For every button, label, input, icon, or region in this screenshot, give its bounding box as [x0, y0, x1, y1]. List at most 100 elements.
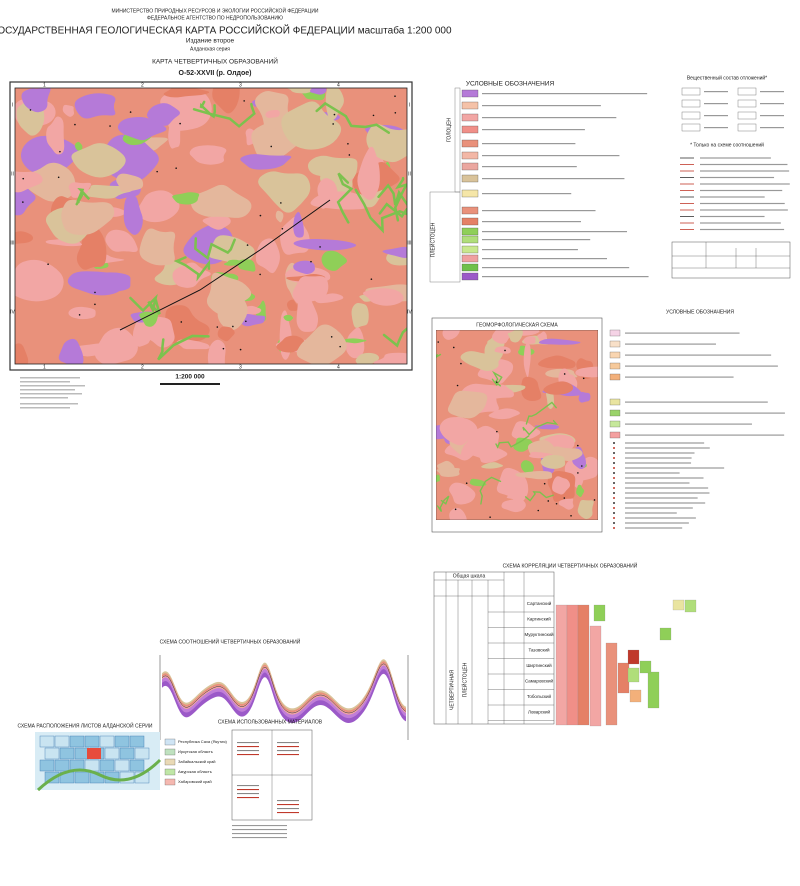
- valley: [129, 293, 161, 315]
- geologic-unit: [293, 212, 304, 238]
- geomorph-swatch: [609, 351, 621, 359]
- geologic-unit: [281, 101, 342, 150]
- correlation-unit: [627, 667, 640, 683]
- geomorph-text: [625, 497, 698, 499]
- geologic-unit: [494, 346, 511, 354]
- legend-text: [482, 210, 596, 212]
- materials-text: [277, 750, 299, 752]
- symbol: [94, 291, 96, 294]
- materials-text: [277, 800, 299, 802]
- symbol: [94, 303, 96, 306]
- symbol-text: [700, 215, 765, 218]
- index-current: [87, 748, 101, 759]
- legend-swatch: [461, 235, 479, 244]
- geologic-unit: [255, 91, 291, 130]
- geologic-unit: [61, 199, 115, 236]
- geomorph-text: [625, 452, 695, 454]
- index-border: [36, 758, 162, 792]
- symbol: [452, 346, 455, 349]
- geomorph-symbol: [613, 462, 615, 464]
- geologic-unit: [576, 484, 585, 498]
- geologic-unit: [515, 470, 553, 480]
- symbol: [333, 113, 336, 116]
- geologic-unit: [325, 88, 344, 121]
- correlation-unit: [627, 649, 640, 665]
- valley: [522, 419, 559, 436]
- geomorph-swatch: [609, 431, 621, 439]
- row-label: IV: [10, 310, 15, 316]
- symbol-text: [700, 170, 790, 172]
- geologic-unit: [460, 351, 500, 371]
- symbol: [216, 326, 219, 328]
- legend-swatch: [461, 254, 479, 263]
- geomorph-symbol: [613, 522, 615, 524]
- symbol: [259, 214, 262, 217]
- geologic-unit: [15, 343, 29, 364]
- series: Алданская серия: [190, 46, 230, 52]
- regional-unit: Самаровский: [525, 678, 553, 684]
- column-label: 4: [337, 82, 340, 88]
- imprint: [20, 377, 85, 409]
- geologic-unit: [46, 116, 65, 155]
- symbol: [129, 111, 132, 113]
- geomorph-symbol: [613, 447, 615, 449]
- index-sheet: [39, 735, 55, 748]
- symbol: [109, 125, 111, 127]
- geomorph-text: [625, 332, 740, 334]
- materials-note: [232, 833, 287, 835]
- geologic-unit: [293, 238, 357, 251]
- regional-unit: Сартанский: [527, 600, 552, 606]
- symbol-text: [700, 202, 785, 205]
- correlation-unit: [605, 642, 618, 726]
- symbol: [582, 377, 585, 380]
- symbol: [319, 246, 321, 248]
- legend-swatch: [461, 139, 479, 148]
- symbol: [222, 347, 225, 350]
- geomorph-text: [625, 492, 710, 494]
- correlation-unit: [647, 671, 660, 709]
- materials-text: [237, 797, 259, 799]
- composition-text: [760, 103, 784, 105]
- geologic-unit: [373, 352, 407, 364]
- symbol-text: [700, 196, 765, 198]
- symbol-text: [700, 222, 781, 224]
- geologic-unit: [366, 124, 407, 163]
- composition-swatch: [737, 87, 757, 96]
- geologic-unit: [189, 145, 227, 165]
- correlation-title: СХЕМА КОРРЕЛЯЦИИ ЧЕТВЕРТИЧНЫХ ОБРАЗОВАНИ…: [503, 561, 638, 569]
- row-label: III: [10, 241, 14, 247]
- legend-title: УСЛОВНЫЕ ОБОЗНАЧЕНИЯ: [466, 81, 555, 88]
- geologic-unit: [20, 135, 80, 176]
- geologic-unit: [160, 88, 212, 131]
- geologic-unit: [311, 293, 344, 304]
- index-sheet: [119, 747, 135, 760]
- geologic-unit: [172, 192, 200, 205]
- materials-text: [277, 804, 299, 806]
- geologic-unit: [310, 88, 327, 95]
- regional-unit: Ширтинский: [526, 662, 552, 668]
- regional-unit: Тазовский: [528, 647, 550, 653]
- symbol: [394, 95, 396, 97]
- relations-profile: [159, 655, 409, 740]
- legend-text: [482, 258, 608, 260]
- geomorph-title: ГЕОМОРФОЛОГИЧЕСКАЯ СХЕМА: [476, 322, 558, 328]
- map-scale: 1:200 000: [175, 374, 205, 381]
- geologic-unit: [275, 210, 284, 223]
- geologic-unit: [362, 288, 404, 306]
- table-grid: [434, 572, 554, 724]
- index-sheet: [99, 735, 115, 748]
- symbol: [563, 373, 566, 375]
- geologic-unit: [520, 460, 534, 475]
- geologic-unit: [94, 327, 138, 364]
- index-sheet: [134, 747, 150, 760]
- materials-text: [237, 754, 259, 756]
- composition-swatch: [681, 123, 701, 132]
- symbol: [570, 514, 572, 517]
- geologic-unit: [449, 482, 476, 505]
- legend-column: [429, 191, 461, 283]
- symbol: [280, 202, 282, 204]
- column-label: 3: [239, 364, 242, 370]
- legend-text: [482, 143, 576, 145]
- geologic-unit: [351, 303, 369, 328]
